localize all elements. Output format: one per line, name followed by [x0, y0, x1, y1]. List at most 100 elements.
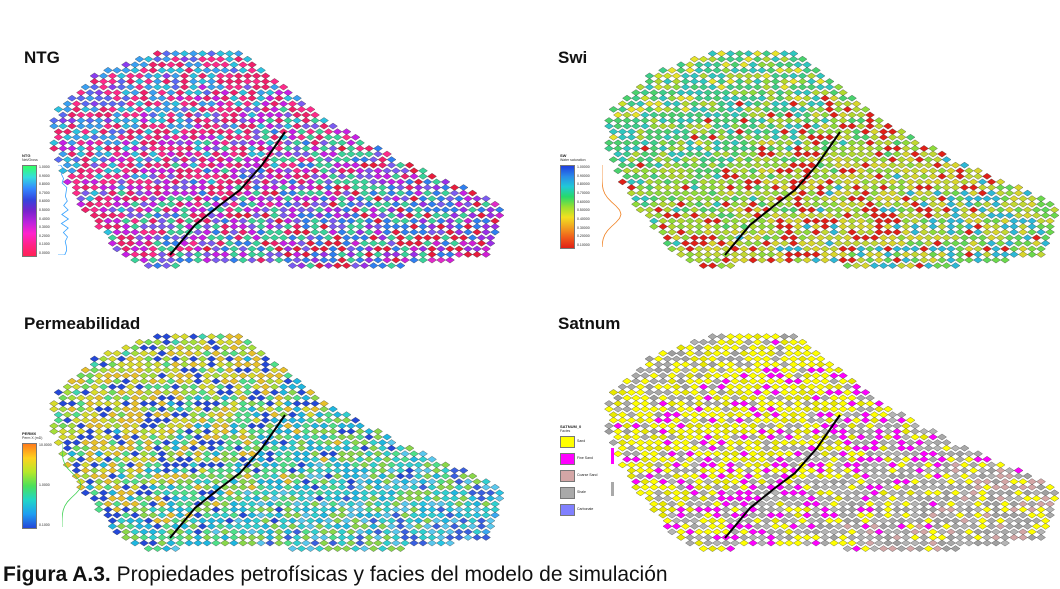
grid-cell [865, 251, 875, 258]
grid-cell [721, 433, 731, 441]
grid-cell [716, 50, 727, 57]
grid-cell [905, 234, 916, 241]
grid-cell [238, 139, 248, 147]
grid-cell [485, 495, 496, 502]
grid-cell [409, 167, 419, 175]
grid-cell [788, 55, 799, 63]
grid-cell [242, 517, 253, 524]
grid-cell [436, 256, 446, 264]
grid-cell [658, 217, 668, 225]
grid-cell [703, 251, 713, 258]
grid-cell [215, 161, 226, 169]
grid-cell [613, 450, 623, 458]
grid-cell [202, 61, 212, 68]
grid-cell [824, 444, 835, 452]
grid-cell [130, 377, 140, 385]
grid-cell [256, 500, 266, 508]
grid-cell [716, 178, 727, 186]
grid-cell [98, 389, 109, 396]
grid-cell [242, 55, 253, 63]
grid-cell [130, 350, 140, 357]
grid-cell [910, 251, 920, 258]
grid-cell [748, 405, 758, 413]
grid-cell [676, 200, 686, 208]
grid-cell [824, 212, 835, 219]
grid-cell [85, 400, 95, 407]
grid-cell [748, 478, 758, 485]
grid-cell [685, 456, 695, 463]
grid-cell [770, 83, 781, 91]
grid-cell [730, 251, 740, 258]
grid-cell [409, 256, 419, 264]
grid-cell [707, 55, 718, 63]
grid-cell [635, 161, 646, 169]
grid-cell [748, 251, 758, 258]
grid-cell [265, 195, 275, 202]
grid-cell [865, 405, 875, 413]
grid-cell [887, 495, 898, 502]
grid-cell [233, 517, 244, 524]
grid-cell [887, 206, 898, 214]
grid-cell [247, 534, 257, 541]
grid-cell [757, 450, 767, 458]
grid-cell [220, 372, 230, 379]
grid-cell [806, 189, 817, 197]
grid-cell [797, 383, 808, 391]
grid-cell [238, 534, 248, 541]
grid-cell [622, 139, 632, 147]
grid-cell [80, 383, 91, 391]
grid-cell [928, 195, 938, 202]
grid-cell [716, 444, 727, 452]
grid-cell [256, 223, 266, 230]
grid-cell [685, 256, 695, 264]
grid-cell [815, 383, 826, 391]
grid-cell [431, 495, 442, 502]
grid-cell [811, 122, 821, 130]
grid-cell [242, 417, 253, 424]
grid-cell [752, 467, 763, 474]
grid-cell [712, 223, 722, 230]
grid-cell [386, 156, 397, 163]
grid-cell [229, 150, 239, 158]
grid-cell [775, 173, 785, 180]
grid-cell [878, 439, 889, 446]
grid-cell [743, 461, 754, 469]
grid-cell [860, 417, 871, 424]
grid-cell [265, 534, 275, 541]
grid-cell [323, 189, 334, 197]
grid-cell [166, 377, 176, 385]
grid-cell [179, 55, 190, 63]
grid-cell [382, 500, 392, 508]
grid-cell [121, 456, 131, 463]
grid-cell [224, 338, 235, 346]
grid-cell [80, 444, 91, 452]
grid-cell [856, 422, 866, 430]
grid-cell [995, 461, 1006, 469]
grid-cell [121, 528, 131, 536]
grid-cell [175, 228, 185, 236]
grid-cell [707, 262, 718, 269]
colorbar-tick-label: 0.9000 [39, 173, 50, 178]
grid-cell [202, 228, 212, 236]
grid-cell [355, 478, 365, 485]
grid-cell [188, 444, 199, 452]
grid-cell [653, 212, 664, 219]
grid-cell [98, 355, 109, 363]
grid-cell [842, 417, 853, 424]
grid-cell [382, 217, 392, 225]
grid-cell [640, 200, 650, 208]
grid-cell [256, 372, 266, 379]
grid-cell [296, 106, 307, 113]
grid-cell [161, 338, 172, 346]
grid-cell [703, 372, 713, 379]
grid-cell [359, 234, 370, 241]
grid-cell [170, 128, 181, 135]
grid-cell [116, 206, 127, 214]
grid-cell [806, 366, 817, 374]
grid-cell [775, 145, 785, 152]
grid-cell [842, 461, 853, 469]
grid-cell [608, 411, 619, 418]
grid-cell [215, 389, 226, 396]
grid-cell [89, 389, 100, 396]
grid-cell [148, 217, 158, 225]
